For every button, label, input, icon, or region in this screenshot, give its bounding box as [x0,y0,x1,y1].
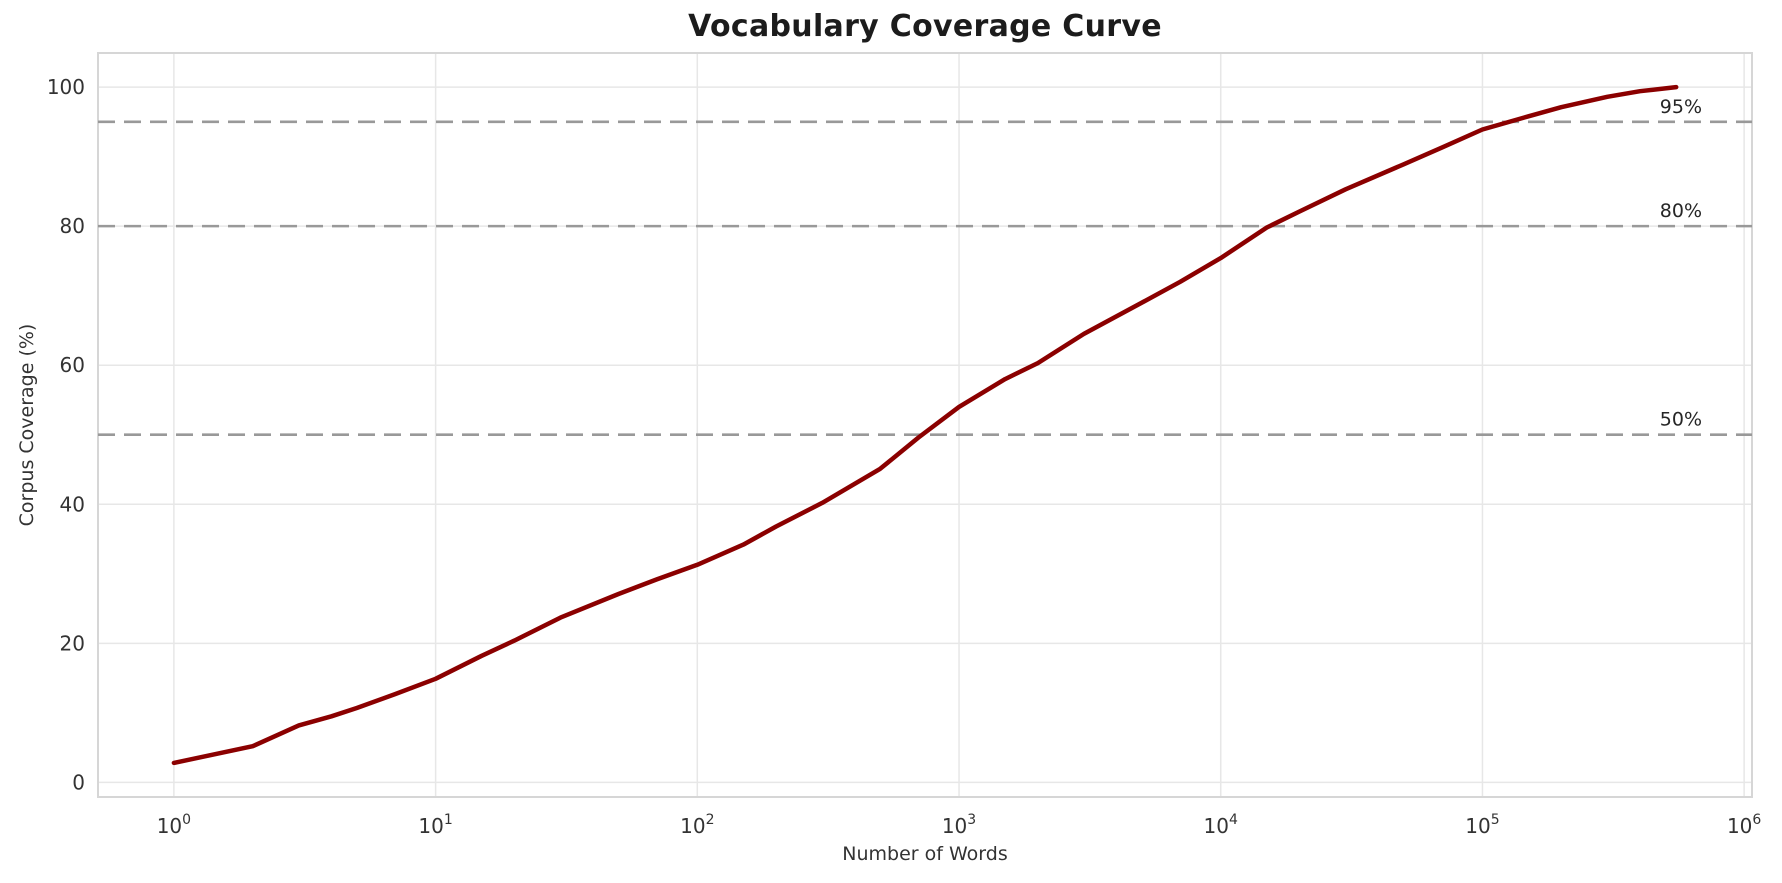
y-tick-label: 0 [72,770,85,794]
y-axis-label: Corpus Coverage (%) [16,323,38,527]
y-tick-label: 40 [60,492,85,516]
x-axis-label: Number of Words [842,843,1008,865]
threshold-label: 50% [1660,409,1702,431]
x-tick-label: 105 [1465,812,1499,838]
x-tick-label: 106 [1727,812,1761,838]
x-tick-label: 103 [942,812,976,838]
x-tick-label: 101 [418,812,452,838]
y-tick-label: 80 [60,214,85,238]
threshold-label: 80% [1660,200,1702,222]
x-tick-label: 100 [157,812,191,838]
y-tick-label: 60 [60,353,85,377]
coverage-curve [171,84,1679,766]
x-tick-label: 104 [1204,812,1238,838]
x-tick-label: 102 [680,812,714,838]
threshold-label: 95% [1660,96,1702,118]
plot-border [97,52,1753,798]
y-tick-label: 20 [60,631,85,655]
y-tick-label: 100 [47,75,85,99]
chart-title: Vocabulary Coverage Curve [688,9,1162,44]
